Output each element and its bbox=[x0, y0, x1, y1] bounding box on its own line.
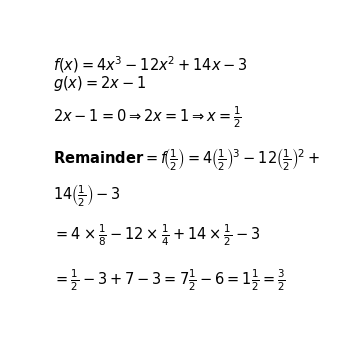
Text: $2x - 1 = 0 \Rightarrow 2x = 1 \Rightarrow x = \frac{1}{2}$: $2x - 1 = 0 \Rightarrow 2x = 1 \Rightarr… bbox=[53, 105, 242, 130]
Text: $= \frac{1}{2} - 3 + 7 - 3 = 7\frac{1}{2} - 6 = 1\frac{1}{2} = \frac{3}{2}$: $= \frac{1}{2} - 3 + 7 - 3 = 7\frac{1}{2… bbox=[53, 267, 286, 293]
Text: $f(x) = 4x^3 - 12x^2 + 14x - 3$: $f(x) = 4x^3 - 12x^2 + 14x - 3$ bbox=[53, 55, 248, 76]
Text: $= 4 \times \frac{1}{8} - 12 \times \frac{1}{4} + 14 \times \frac{1}{2} - 3$: $= 4 \times \frac{1}{8} - 12 \times \fra… bbox=[53, 223, 261, 248]
Text: $g(x) = 2x - 1$: $g(x) = 2x - 1$ bbox=[53, 74, 146, 93]
Text: $\mathbf{Remainder} = f\!\left(\frac{1}{2}\right) = 4\left(\frac{1}{2}\right)^3 : $\mathbf{Remainder} = f\!\left(\frac{1}{… bbox=[53, 147, 321, 173]
Text: $14\left(\frac{1}{2}\right) - 3$: $14\left(\frac{1}{2}\right) - 3$ bbox=[53, 183, 121, 209]
